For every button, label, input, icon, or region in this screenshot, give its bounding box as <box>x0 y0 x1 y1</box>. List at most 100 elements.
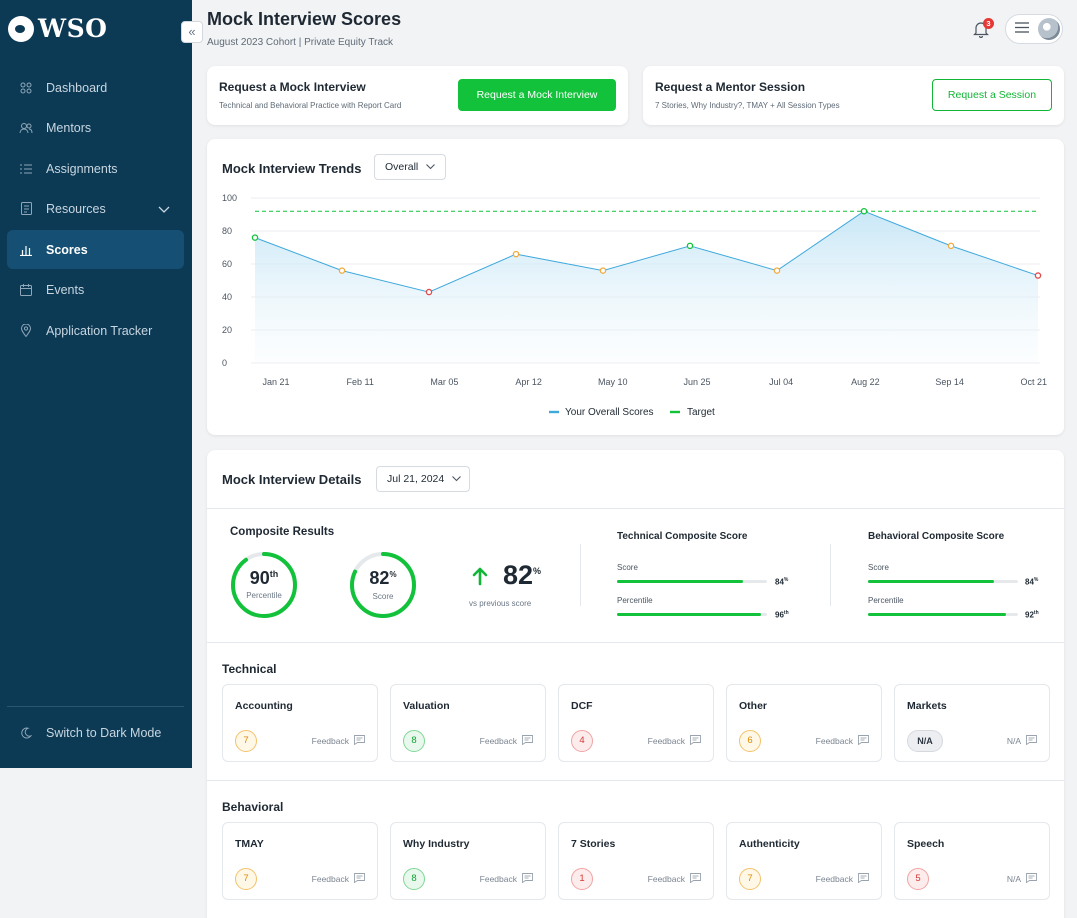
score-tile[interactable]: Accounting 7 Feedback <box>222 684 378 762</box>
score-badge: 5 <box>907 868 929 890</box>
feedback-link[interactable]: N/A <box>1007 873 1037 885</box>
score-ring <box>350 552 416 618</box>
comment-icon <box>522 873 533 885</box>
behavioral-score-label: Score <box>868 563 889 572</box>
comment-icon <box>1026 735 1037 747</box>
data-point <box>338 267 346 274</box>
bar-chart-icon <box>19 243 33 257</box>
score-tile[interactable]: DCF 4 Feedback <box>558 684 714 762</box>
request-mock-title: Request a Mock Interview <box>219 80 366 94</box>
feedback-label: Feedback <box>311 874 349 884</box>
request-session-button[interactable]: Request a Session <box>932 79 1052 111</box>
details-date-dropdown[interactable]: Jul 21, 2024 <box>376 466 470 492</box>
request-mock-button[interactable]: Request a Mock Interview <box>458 79 616 111</box>
sidebar-item-events[interactable]: Events <box>7 270 184 309</box>
users-icon <box>19 121 33 135</box>
score-badge: 4 <box>571 730 593 752</box>
feedback-label: Feedback <box>815 874 853 884</box>
x-tick-label: Mar 05 <box>430 377 458 387</box>
tile-name: Accounting <box>235 700 293 712</box>
delta-label: vs previous score <box>469 599 532 608</box>
dark-mode-toggle[interactable]: Switch to Dark Mode <box>7 713 184 752</box>
technical-percentile-value: 96th <box>775 610 789 620</box>
feedback-label: Feedback <box>479 874 517 884</box>
feedback-link[interactable]: N/A <box>1007 735 1037 747</box>
score-value: 82% <box>369 568 397 588</box>
dark-mode-label: Switch to Dark Mode <box>46 725 162 740</box>
sidebar-divider <box>7 706 184 707</box>
comment-icon <box>858 873 869 885</box>
score-tile[interactable]: 7 Stories 1 Feedback <box>558 822 714 900</box>
feedback-link[interactable]: Feedback <box>816 735 869 747</box>
comment-icon <box>858 735 869 747</box>
data-point <box>425 288 433 296</box>
divider <box>207 642 1064 643</box>
feedback-link[interactable]: Feedback <box>648 873 701 885</box>
sidebar-item-label: Mentors <box>46 120 92 135</box>
feedback-label: N/A <box>1006 736 1021 746</box>
details-title: Mock Interview Details <box>222 472 362 487</box>
x-tick-label: Oct 21 <box>1021 377 1048 387</box>
score-tile[interactable]: Authenticity 7 Feedback <box>726 822 882 900</box>
y-tick-label: 0 <box>222 358 227 368</box>
feedback-label: Feedback <box>647 874 685 884</box>
tile-name: Authenticity <box>739 838 800 850</box>
sidebar-item-dashboard[interactable]: Dashboard <box>7 68 184 107</box>
tile-name: 7 Stories <box>571 838 616 850</box>
behavioral-score-fill <box>868 580 994 583</box>
feedback-link[interactable]: Feedback <box>480 873 533 885</box>
grid-icon <box>19 81 33 95</box>
arrow-up-icon <box>472 567 488 586</box>
request-mentor-title: Request a Mentor Session <box>655 80 806 94</box>
behavioral-percentile-value: 92th <box>1025 610 1039 620</box>
profile-menu[interactable] <box>1005 14 1063 44</box>
chevron-down-icon[interactable] <box>158 203 170 217</box>
sidebar-item-scores[interactable]: Scores <box>7 230 184 269</box>
feedback-link[interactable]: Feedback <box>480 735 533 747</box>
score-tile[interactable]: Speech 5 N/A <box>894 822 1050 900</box>
logo-text: WSO <box>38 14 108 43</box>
comment-icon <box>1026 873 1037 885</box>
technical-section-title: Technical <box>222 662 277 676</box>
chevron-down-icon <box>452 473 462 485</box>
details-card: Mock Interview Details Jul 21, 2024 Comp… <box>207 450 1064 918</box>
score-tile[interactable]: Why Industry 8 Feedback <box>390 822 546 900</box>
trends-filter-dropdown[interactable]: Overall <box>374 154 446 180</box>
data-point <box>599 267 607 274</box>
feedback-link[interactable]: Feedback <box>312 873 365 885</box>
tile-name: Other <box>739 700 768 712</box>
sidebar-item-mentors[interactable]: Mentors <box>7 108 184 147</box>
technical-percentile-fill <box>617 613 761 616</box>
tile-name: DCF <box>571 700 593 712</box>
data-point <box>947 242 955 250</box>
x-tick-label: Jul 04 <box>769 377 793 387</box>
score-badge: 6 <box>739 730 761 752</box>
sidebar-item-resources[interactable]: Resources <box>7 189 184 228</box>
collapse-sidebar-button[interactable]: « <box>181 21 203 43</box>
sidebar: WSO Dashboard Mentors Assignments Resour… <box>0 0 192 768</box>
composite-title: Composite Results <box>230 526 335 538</box>
divider <box>207 780 1064 781</box>
score-tile[interactable]: Markets N/A N/A <box>894 684 1050 762</box>
tile-name: Markets <box>907 700 947 712</box>
sidebar-item-assignments[interactable]: Assignments <box>7 149 184 188</box>
score-tile[interactable]: TMAY 7 Feedback <box>222 822 378 900</box>
comment-icon <box>522 735 533 747</box>
score-tile[interactable]: Other 6 Feedback <box>726 684 882 762</box>
score-tile[interactable]: Valuation 8 Feedback <box>390 684 546 762</box>
percentile-label: Percentile <box>246 591 282 600</box>
feedback-link[interactable]: Feedback <box>816 873 869 885</box>
data-point <box>512 250 520 258</box>
location-pin-icon <box>19 324 33 338</box>
feedback-link[interactable]: Feedback <box>648 735 701 747</box>
technical-score-bar <box>617 580 767 583</box>
list-icon <box>19 162 33 176</box>
score-badge: 7 <box>739 868 761 890</box>
y-tick-label: 40 <box>222 292 232 302</box>
wso-logo[interactable]: WSO <box>8 14 107 43</box>
technical-score-label: Score <box>617 563 638 572</box>
data-point <box>686 242 694 250</box>
feedback-link[interactable]: Feedback <box>312 735 365 747</box>
avatar <box>1038 18 1060 40</box>
sidebar-item-application-tracker[interactable]: Application Tracker <box>7 311 184 350</box>
